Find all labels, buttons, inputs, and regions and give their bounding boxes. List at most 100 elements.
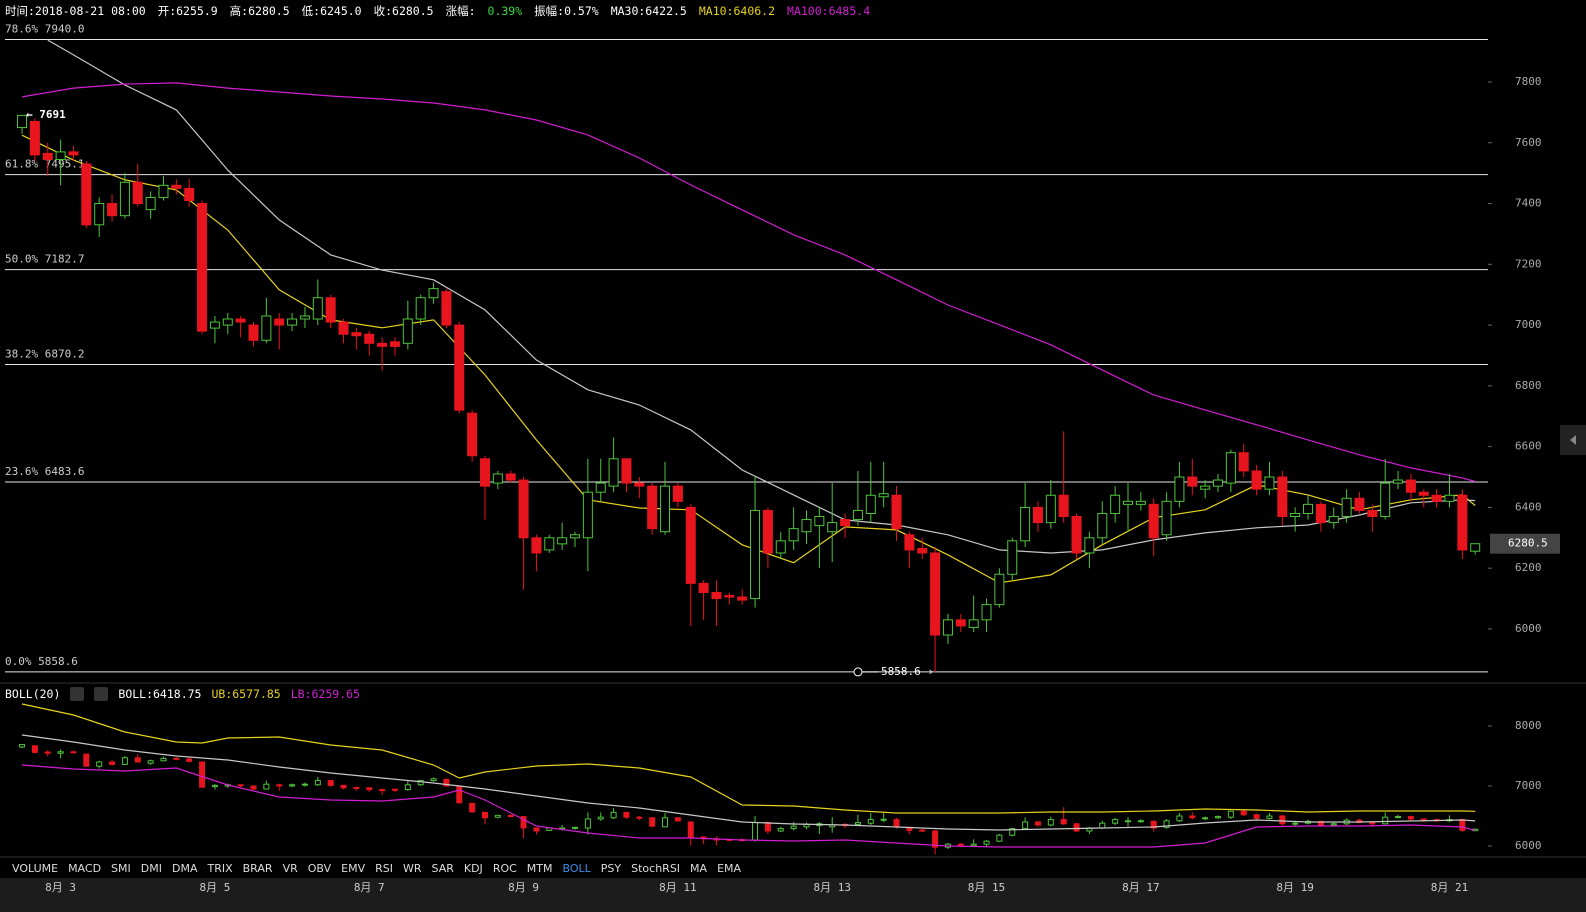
y-tick-label: 7800 — [1515, 75, 1542, 88]
indicator-tab[interactable]: ROC — [492, 861, 517, 875]
candle-body — [443, 778, 450, 787]
candle-body — [1341, 497, 1352, 518]
candle-body — [1176, 815, 1183, 822]
candle-body — [1099, 822, 1106, 829]
candle-body — [494, 814, 501, 818]
boll-legend: LB:6259.65 — [290, 687, 360, 701]
indicator-tab[interactable]: SAR — [431, 861, 454, 875]
candle-body — [1150, 820, 1157, 829]
candle-body — [994, 573, 1005, 606]
candle-body — [456, 785, 463, 804]
indicator-tab[interactable]: EMV — [341, 861, 366, 875]
candle-body — [1097, 512, 1108, 539]
candle-body — [647, 485, 658, 530]
indicator-tab[interactable]: PSY — [600, 861, 622, 875]
candle-body — [68, 151, 79, 156]
candle-body — [1470, 543, 1481, 552]
candle-body — [19, 744, 26, 748]
indicator-tab[interactable]: BOLL — [562, 861, 591, 875]
x-axis-band — [0, 878, 1586, 912]
candle-body — [83, 753, 90, 767]
candle-body — [1266, 815, 1273, 819]
indicator-tab[interactable]: DMI — [140, 861, 162, 875]
candle-body — [121, 757, 128, 765]
candle-body — [1122, 500, 1133, 505]
indicator-tab[interactable]: SMI — [111, 861, 131, 875]
candle-body — [314, 780, 321, 786]
candle-body — [520, 816, 527, 829]
x-tick-label: 8月 17 — [1122, 881, 1160, 894]
candle-body — [660, 485, 671, 533]
close-icon[interactable] — [94, 687, 109, 701]
candle-body — [814, 516, 825, 527]
indicator-tab[interactable]: KDJ — [463, 861, 483, 875]
indicator-line — [21, 82, 1476, 483]
indicator-tab[interactable]: BRAR — [242, 861, 273, 875]
candle-body — [173, 757, 180, 760]
boll-title: BOLL(20) — [5, 687, 61, 701]
y-tick-label: 7000 — [1515, 318, 1542, 331]
candle-body — [1251, 470, 1262, 490]
indicator-tab[interactable]: MACD — [68, 861, 102, 875]
candle-body — [597, 816, 604, 820]
candle-body — [391, 788, 398, 791]
candle-body — [145, 196, 156, 211]
indicator-tab[interactable]: OBV — [307, 861, 332, 875]
candle-body — [840, 519, 851, 527]
candle-body — [197, 203, 208, 332]
indicator-tab[interactable]: WR — [402, 861, 422, 875]
candle-body — [634, 482, 645, 487]
candle-body — [222, 318, 233, 326]
candle-body — [867, 819, 874, 824]
indicator-tab[interactable]: DMA — [171, 861, 198, 875]
settings-icon[interactable] — [70, 687, 85, 701]
header-item: 收:6280.5 — [373, 4, 434, 18]
candle-body — [327, 780, 334, 786]
candle-body — [1354, 497, 1365, 511]
candle-body — [107, 203, 118, 217]
candle-body — [301, 783, 308, 786]
candle-body — [1420, 818, 1427, 821]
candle-body — [698, 582, 709, 593]
candle-body — [276, 784, 283, 787]
candle-body — [237, 784, 244, 787]
candle-body — [312, 297, 323, 320]
candle-body — [764, 822, 771, 832]
candle-body — [417, 780, 424, 786]
candle-body — [81, 163, 92, 226]
candle-body — [1215, 816, 1222, 819]
candle-body — [1084, 537, 1095, 554]
candle-body — [1393, 479, 1404, 484]
candle-body — [932, 830, 939, 848]
boll-legend: BOLL:6418.75 — [118, 687, 202, 701]
candle-body — [1163, 820, 1170, 828]
indicator-line — [21, 703, 1476, 814]
candle-body — [1279, 815, 1286, 825]
high-annotation: ← 7691 — [26, 108, 66, 121]
candle-body — [1110, 494, 1121, 514]
candle-body — [968, 619, 979, 628]
indicator-tab[interactable]: RSI — [375, 861, 393, 875]
candle-body — [878, 493, 889, 498]
candle-body — [274, 318, 285, 326]
candle-body — [1238, 452, 1249, 472]
header-item: 开:6255.9 — [157, 4, 218, 18]
indicator-tab[interactable]: EMA — [717, 861, 742, 875]
candle-body — [1148, 503, 1159, 539]
indicator-tab[interactable]: StochRSI — [631, 861, 681, 875]
indicator-tab[interactable]: TRIX — [207, 861, 233, 875]
candle-body — [351, 332, 362, 337]
candle-body — [1317, 820, 1324, 826]
candle-body — [379, 789, 386, 792]
indicator-tab[interactable]: MA — [690, 861, 708, 875]
indicator-tab[interactable]: MTM — [526, 861, 553, 875]
x-tick-label: 8月 9 — [508, 881, 539, 894]
side-toggle-arrow — [1570, 435, 1576, 445]
indicator-tab[interactable]: VR — [282, 861, 298, 875]
y-tick-label: 6000 — [1515, 622, 1542, 635]
indicator-tab[interactable]: VOLUME — [12, 861, 59, 875]
candle-body — [1395, 816, 1402, 819]
candle-body — [1047, 819, 1054, 826]
